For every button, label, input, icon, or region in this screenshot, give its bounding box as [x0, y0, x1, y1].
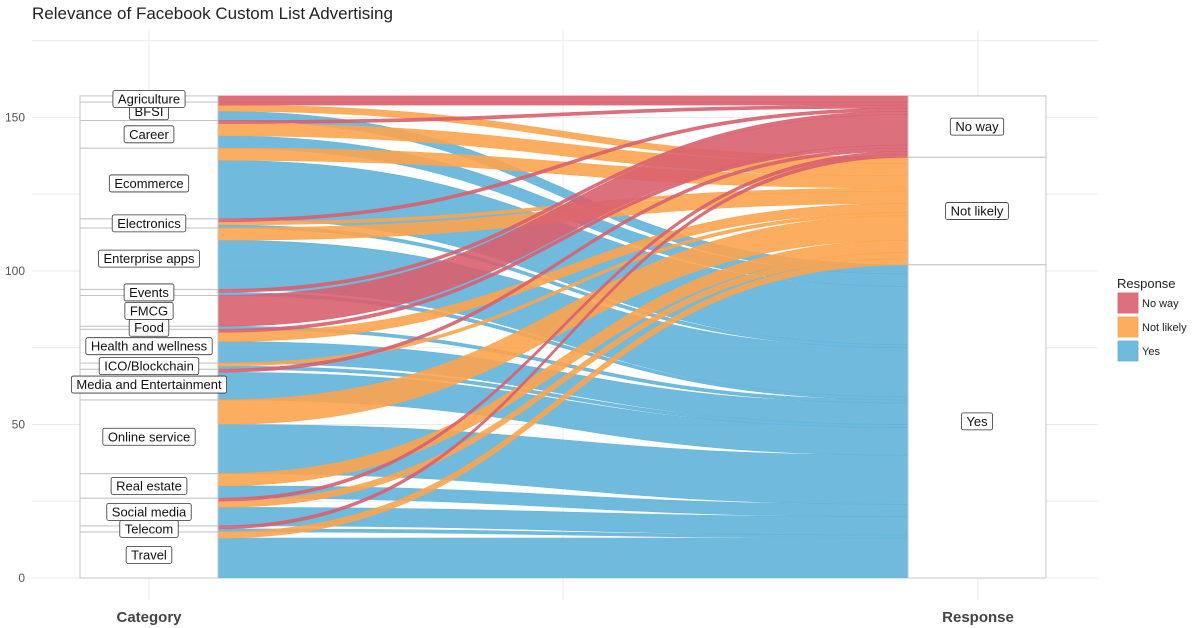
legend-swatch-no-way — [1117, 292, 1139, 314]
category-travel-label: Travel — [131, 547, 167, 562]
category-telecom-label-box: Telecom — [119, 519, 179, 538]
category-enterprise-apps-label: Enterprise apps — [103, 251, 195, 266]
response-not-likely-label: Not likely — [951, 204, 1004, 219]
category-fmcg-label: FMCG — [130, 303, 168, 318]
response-yes-label: Yes — [966, 414, 988, 429]
category-events-label-box: Events — [123, 283, 175, 302]
y-axis: 0 50 100 150 — [5, 110, 25, 585]
y-tick-label: 100 — [5, 264, 25, 278]
category-online-service-label-box: Online service — [102, 427, 196, 446]
category-stratum: Travel Telecom Social media Real estate Onli… — [70, 90, 228, 579]
category-enterprise-apps-label-bg — [98, 249, 200, 268]
legend-label-not-likely: Not likely — [1142, 322, 1187, 334]
response-yes-label-box: Yes — [960, 412, 994, 431]
category-food-label: Food — [134, 320, 164, 335]
category-media-and-entertainment-label: Media and Entertainment — [76, 377, 222, 392]
category-agriculture-label-box: Agriculture — [112, 90, 186, 108]
category-ico-blockchain-label-bg — [98, 357, 200, 376]
flow-agriculture-no-way — [217, 95, 909, 103]
category-agriculture-label-bg — [112, 90, 186, 108]
category-media-and-entertainment-label-bg — [70, 375, 228, 394]
response-no-way-label: No way — [955, 119, 999, 134]
category-career-label-box: Career — [123, 125, 175, 144]
category-career-label: Career — [129, 127, 169, 142]
y-tick-label: 150 — [5, 110, 25, 124]
category-electronics-label-box: Electronics — [111, 214, 187, 233]
category-agriculture-label: Agriculture — [118, 91, 180, 106]
category-online-service-label: Online service — [108, 429, 190, 444]
category-enterprise-apps-label-box: Enterprise apps — [98, 249, 200, 268]
category-fmcg-label-box: FMCG — [124, 301, 174, 320]
response-no-way-label-bg — [949, 117, 1005, 136]
category-ico-blockchain-label-box: ICO/Blockchain — [98, 357, 200, 376]
category-online-service-label-bg — [102, 427, 196, 446]
category-telecom-label: Telecom — [125, 521, 173, 536]
category-real-estate-label-bg — [110, 476, 188, 495]
y-tick-label: 50 — [12, 417, 26, 431]
category-events-label: Events — [129, 285, 169, 300]
legend-swatch-not-likely — [1117, 316, 1139, 338]
category-ecommerce-label: Ecommerce — [114, 176, 183, 191]
chart-title: Relevance of Facebook Custom List Advert… — [32, 4, 393, 23]
category-electronics-label-bg — [111, 214, 187, 233]
category-health-and-wellness-label-bg — [85, 337, 213, 356]
category-health-and-wellness-label: Health and wellness — [91, 339, 208, 354]
legend-label-no-way: No way — [1142, 298, 1179, 310]
category-events-label-bg — [123, 283, 175, 302]
flow-travel-yes — [217, 537, 909, 579]
category-career-label-bg — [123, 125, 175, 144]
category-ecommerce-label-box: Ecommerce — [108, 174, 190, 193]
y-tick-label: 0 — [18, 571, 25, 585]
axis-label-response: Response — [942, 609, 1014, 626]
category-ico-blockchain-label: ICO/Blockchain — [104, 359, 194, 374]
category-travel-label-bg — [125, 546, 173, 564]
category-travel-label-box: Travel — [125, 546, 173, 564]
flow-bfsi-no-way — [217, 101, 909, 106]
category-fmcg-label-bg — [124, 301, 174, 320]
legend: Response No way Not likely Yes — [1117, 276, 1187, 362]
category-electronics-label: Electronics — [117, 216, 181, 231]
category-health-and-wellness-label-box: Health and wellness — [85, 337, 213, 356]
category-real-estate-label-box: Real estate — [110, 476, 188, 495]
category-social-media-label: Social media — [112, 504, 187, 519]
legend-title: Response — [1117, 276, 1176, 291]
legend-label-yes: Yes — [1142, 346, 1160, 358]
category-real-estate-label: Real estate — [116, 478, 182, 493]
flows — [217, 95, 909, 579]
category-media-and-entertainment-label-box: Media and Entertainment — [70, 375, 228, 394]
response-not-likely-label-box: Not likely — [945, 202, 1009, 220]
category-social-media-label-bg — [106, 503, 192, 521]
response-yes-label-bg — [960, 412, 994, 431]
axis-label-category: Category — [116, 609, 182, 626]
category-ecommerce-label-bg — [108, 174, 190, 193]
category-social-media-label-box: Social media — [106, 503, 192, 521]
response-stratum: No way Not likely Yes — [907, 95, 1047, 579]
response-no-way-label-box: No way — [949, 117, 1005, 136]
category-food-label-box: Food — [128, 318, 170, 337]
response-not-likely-label-bg — [945, 202, 1009, 220]
legend-swatch-yes — [1117, 340, 1139, 362]
